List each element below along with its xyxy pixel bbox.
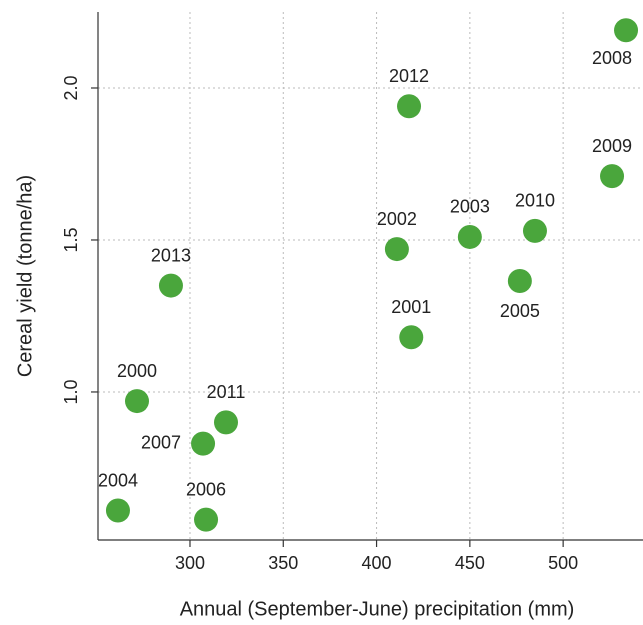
point-label: 2001 bbox=[391, 297, 431, 317]
x-axis-label: Annual (September-June) precipitation (m… bbox=[180, 598, 575, 620]
point-label: 2010 bbox=[515, 191, 555, 211]
point-label: 2003 bbox=[450, 197, 490, 217]
point bbox=[105, 498, 130, 523]
point bbox=[213, 410, 238, 435]
point bbox=[191, 431, 216, 456]
point-label: 2008 bbox=[592, 48, 632, 68]
point-label: 2000 bbox=[117, 361, 157, 381]
point bbox=[124, 389, 149, 414]
point-label: 2012 bbox=[389, 66, 429, 86]
x-tick-label: 300 bbox=[175, 553, 205, 573]
point bbox=[522, 218, 547, 243]
x-tick-label: 450 bbox=[455, 553, 485, 573]
point-label: 2002 bbox=[377, 209, 417, 229]
point-label: 2005 bbox=[500, 301, 540, 321]
point-label: 2011 bbox=[207, 382, 246, 402]
point-label: 2009 bbox=[592, 136, 632, 156]
point bbox=[158, 273, 183, 298]
point bbox=[507, 269, 532, 294]
point bbox=[384, 237, 409, 262]
point-label: 2004 bbox=[98, 470, 138, 490]
point-label: 2006 bbox=[186, 479, 226, 499]
point bbox=[614, 18, 639, 43]
y-tick-label: 1.0 bbox=[61, 379, 81, 404]
y-tick-label: 2.0 bbox=[61, 75, 81, 100]
point bbox=[457, 224, 482, 249]
y-tick-label: 1.5 bbox=[61, 227, 81, 252]
point-label: 2007 bbox=[141, 432, 181, 452]
x-tick-label: 350 bbox=[268, 553, 298, 573]
x-tick-label: 500 bbox=[548, 553, 578, 573]
point bbox=[600, 164, 625, 189]
point-label: 2013 bbox=[151, 245, 191, 265]
point bbox=[399, 325, 424, 350]
point bbox=[194, 507, 219, 532]
x-tick-label: 400 bbox=[362, 553, 392, 573]
y-axis-label: Cereal yield (tonne/ha) bbox=[14, 175, 36, 377]
point bbox=[397, 94, 422, 119]
